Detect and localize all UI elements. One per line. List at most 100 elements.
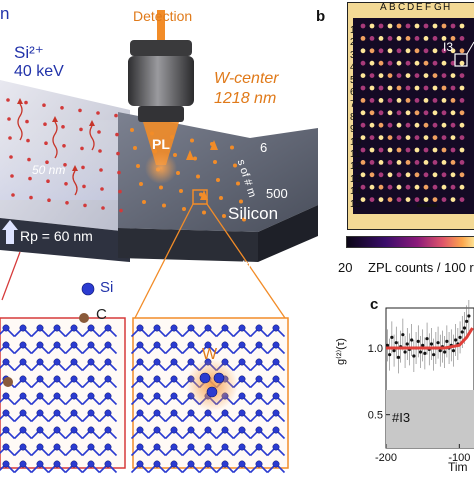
- implant-dot: [11, 193, 15, 197]
- pl-spot: [459, 160, 465, 165]
- wcenter-dot: [142, 200, 146, 204]
- pl-spot: [396, 160, 402, 165]
- si-atom: [2, 460, 10, 468]
- pl-spot: [387, 36, 393, 41]
- pl-spot: [450, 23, 456, 29]
- pl-spot: [396, 73, 402, 78]
- pl-spot: [360, 48, 366, 54]
- g2-point: [412, 354, 416, 358]
- si-atom: [238, 392, 246, 400]
- si-atom: [170, 443, 178, 451]
- pl-spot: [423, 122, 429, 128]
- si-atom: [36, 460, 44, 468]
- pl-spot: [360, 160, 366, 165]
- pl-spot: [459, 85, 465, 91]
- pl-spot: [378, 160, 384, 165]
- si-atom: [255, 358, 263, 366]
- si-atom: [87, 375, 95, 383]
- pl-spot: [432, 122, 438, 128]
- map-column-label: E: [416, 2, 423, 13]
- pl-spot: [387, 172, 393, 178]
- implant-dot: [46, 179, 50, 183]
- si-atom: [70, 341, 78, 349]
- pl-spot: [423, 147, 429, 153]
- si-atom: [19, 426, 27, 434]
- map-row-label: 7: [350, 99, 356, 111]
- implant-dot: [7, 117, 11, 121]
- si-atom: [153, 460, 161, 468]
- pl-spot: [414, 60, 420, 66]
- pl-spot: [414, 36, 420, 41]
- wcenter-dot: [176, 171, 180, 175]
- implant-dot: [83, 203, 87, 208]
- si-atom: [104, 375, 112, 383]
- implant-dot: [61, 125, 65, 129]
- implant-dot: [99, 168, 103, 172]
- pl-spot: [450, 184, 456, 190]
- g2-point: [401, 333, 405, 337]
- detection-label: Detection: [133, 8, 193, 24]
- si-atom: [221, 324, 229, 332]
- pl-label: PL: [152, 136, 170, 152]
- pl-spot: [387, 98, 393, 103]
- si-atom: [255, 443, 263, 451]
- panel-a-illustration: [0, 10, 318, 474]
- g2-point: [385, 343, 390, 347]
- si-atom: [104, 409, 112, 417]
- pl-spot: [459, 172, 465, 178]
- si-atom: [153, 341, 161, 349]
- pl-spot: [396, 110, 402, 116]
- w-defect-atoms: [199, 372, 225, 398]
- wcenter-dot: [139, 182, 143, 186]
- pl-spot: [360, 23, 366, 29]
- pl-spot: [441, 122, 447, 128]
- si-atom: [221, 341, 229, 349]
- ion-energy: 40 keV: [14, 63, 64, 80]
- g2-point: [443, 350, 447, 354]
- panel-a: n Si²⁺ 40 keV 50 nm Rp = 60 nm Detection…: [0, 4, 318, 474]
- implant-dot: [29, 195, 33, 200]
- wcenter-dot: [213, 160, 217, 164]
- si-atom: [255, 460, 263, 468]
- si-atom: [2, 341, 10, 349]
- pl-spot: [459, 23, 465, 29]
- pl-spot: [414, 48, 420, 54]
- pl-spot: [459, 36, 465, 41]
- map-column-label: A: [380, 2, 387, 13]
- pl-spot: [459, 197, 465, 203]
- map-column-label: G: [434, 2, 442, 13]
- panel-c-letter: c: [370, 296, 379, 313]
- si-atom: [104, 358, 112, 366]
- implant-dot: [96, 111, 100, 115]
- si-atom: [87, 392, 95, 400]
- wcenter-dot: [222, 214, 226, 218]
- zoom-lines: [1, 203, 286, 319]
- g2-point: [458, 335, 462, 339]
- implant-dot: [24, 100, 28, 105]
- pl-spot: [423, 60, 429, 66]
- g2-point: [425, 337, 429, 341]
- wcenter-dot: [236, 181, 240, 186]
- pl-spot: [414, 122, 420, 128]
- pl-spot: [450, 110, 456, 116]
- si-atom: [170, 358, 178, 366]
- si-atom: [19, 392, 27, 400]
- si-atom: [19, 341, 27, 349]
- implant-dot: [8, 136, 12, 140]
- chip-material: Silicon: [228, 204, 279, 223]
- wcenter-dot: [182, 207, 186, 211]
- pl-spot: [432, 172, 438, 178]
- implant-dot: [45, 160, 49, 164]
- g2-point: [445, 339, 449, 343]
- si-atom: [70, 443, 78, 451]
- implant-dot: [44, 141, 48, 145]
- selected-site-box: [192, 189, 208, 205]
- si-atom: [53, 460, 61, 468]
- pl-spot: [360, 197, 366, 203]
- pl-spot: [459, 98, 465, 103]
- pl-spot: [396, 98, 402, 103]
- pl-spot: [450, 197, 456, 203]
- si-atom: [53, 375, 61, 383]
- pl-spot: [423, 197, 429, 203]
- pl-spot: [459, 147, 465, 153]
